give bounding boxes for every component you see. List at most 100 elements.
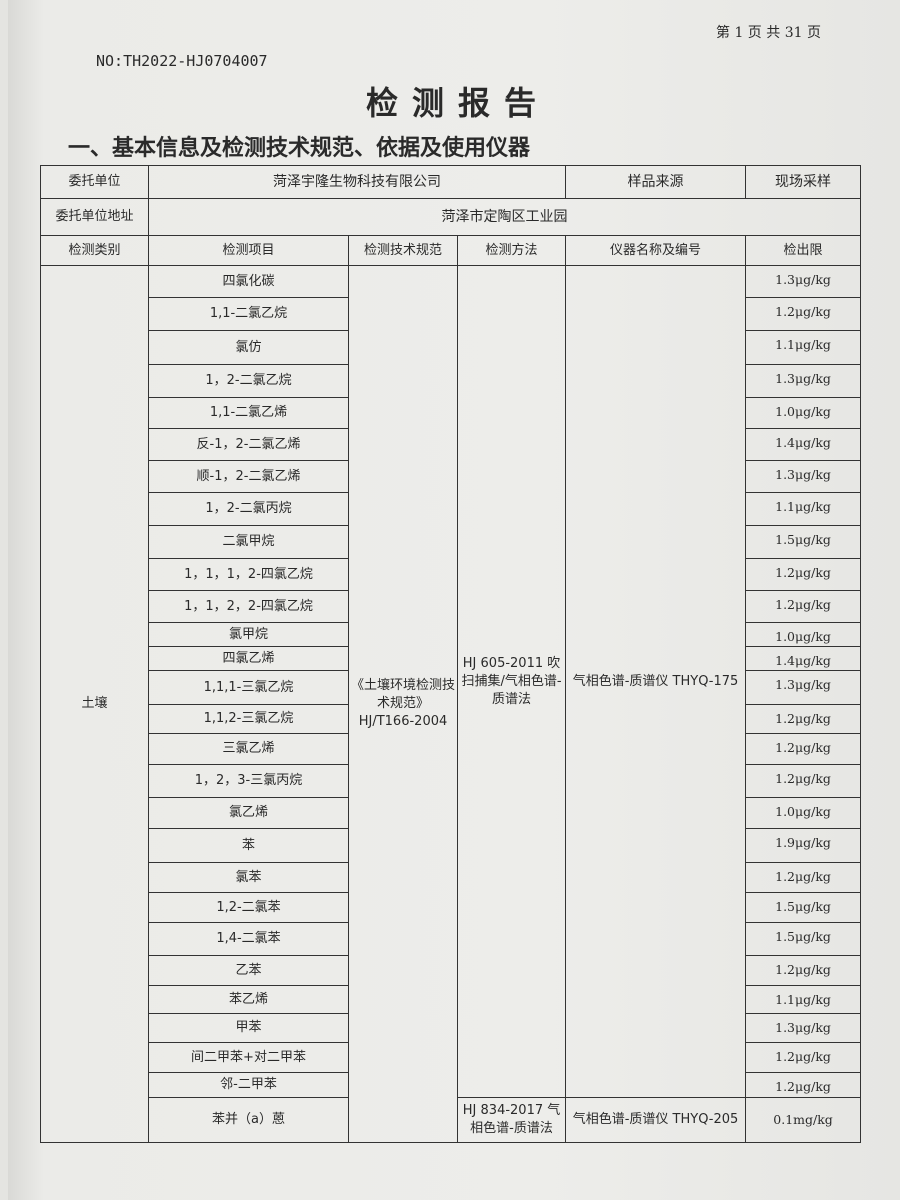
table-row: 氯苯 1.2μg/kg — [41, 862, 862, 893]
table-row: 1,2-二氯苯 1.5μg/kg — [41, 892, 862, 923]
item-cell: 1，2-二氯乙烷 — [148, 364, 349, 398]
method-cell: HJ 605-2011 吹扫捕集/气相色谱-质谱法 — [456, 265, 567, 1098]
category-cell: 土壤 — [40, 265, 149, 1143]
table-row: 顺-1，2-二氯乙烯 1.3μg/kg — [41, 460, 862, 493]
item-cell: 1,1,2-三氯乙烷 — [148, 704, 349, 734]
item-cell: 1，2-二氯丙烷 — [148, 492, 349, 526]
limit-cell: 1.4μg/kg — [745, 428, 862, 461]
table-row: 苯 1.9μg/kg — [41, 828, 862, 863]
table-row: 1,1-二氯乙烷 1.2μg/kg — [41, 297, 862, 331]
item-cell: 乙苯 — [148, 955, 349, 986]
limit-cell: 1.1μg/kg — [745, 330, 862, 365]
column-header: 检测技术规范 — [348, 235, 458, 266]
table-row: 1，1，2，2-四氯乙烷 1.2μg/kg — [41, 590, 862, 623]
limit-cell: 1.2μg/kg — [745, 955, 862, 986]
limit-cell: 1.2μg/kg — [745, 1042, 862, 1073]
table-row: 1，2-二氯丙烷 1.1μg/kg — [41, 492, 862, 526]
section-title: 一、基本信息及检测技术规范、依据及使用仪器 — [68, 136, 531, 161]
limit-cell: 1.2μg/kg — [745, 704, 862, 734]
instrument-cell: 气相色谱-质谱仪 THYQ-205 — [565, 1097, 747, 1143]
table-row: 1，2，3-三氯丙烷 1.2μg/kg — [41, 764, 862, 798]
limit-cell: 1.3μg/kg — [745, 460, 862, 493]
column-header: 仪器名称及编号 — [565, 235, 747, 266]
limit-cell: 1.2μg/kg — [745, 862, 862, 893]
item-cell: 1，1，2，2-四氯乙烷 — [148, 590, 349, 623]
limit-cell: 1.4μg/kg — [745, 646, 862, 671]
info-table: 委托单位 菏泽宇隆生物科技有限公司 样品来源 现场采样 委托单位地址 菏泽市定陶… — [40, 165, 862, 1143]
column-header: 检出限 — [745, 235, 862, 266]
table-row: 1,1-二氯乙烯 1.0μg/kg — [41, 397, 862, 429]
instrument-cell: 气相色谱-质谱仪 THYQ-175 — [565, 265, 747, 1098]
table-row: 乙苯 1.2μg/kg — [41, 955, 862, 986]
table-row: 甲苯 1.3μg/kg — [41, 1013, 862, 1043]
table-row: 氯仿 1.1μg/kg — [41, 330, 862, 365]
limit-cell: 1.0μg/kg — [745, 397, 862, 429]
table-row: 三氯乙烯 1.2μg/kg — [41, 733, 862, 765]
item-cell: 甲苯 — [148, 1013, 349, 1043]
item-cell: 邻-二甲苯 — [148, 1072, 349, 1098]
report-title: 检测报告 — [365, 84, 550, 122]
item-cell: 苯 — [148, 828, 349, 863]
item-cell: 氯苯 — [148, 862, 349, 893]
item-cell: 反-1，2-二氯乙烯 — [148, 428, 349, 461]
limit-cell: 1.5μg/kg — [745, 922, 862, 956]
limit-cell: 1.3μg/kg — [745, 670, 862, 705]
method-cell: HJ 834-2017 气相色谱-质谱法 — [456, 1097, 567, 1143]
item-cell: 1,1-二氯乙烷 — [148, 297, 349, 331]
table-row: 间二甲苯+对二甲苯 1.2μg/kg — [41, 1042, 862, 1073]
source-value: 现场采样 — [745, 165, 862, 199]
spec-cell: 《土壤环境检测技术规范》HJ/T166-2004 — [348, 265, 458, 1143]
table-row: 四氯乙烯 1.4μg/kg — [41, 646, 862, 671]
item-cell: 1，2，3-三氯丙烷 — [148, 764, 349, 798]
item-cell: 间二甲苯+对二甲苯 — [148, 1042, 349, 1073]
item-cell: 1,1-二氯乙烯 — [148, 397, 349, 429]
table-row: 苯乙烯 1.1μg/kg — [41, 985, 862, 1014]
address-value: 菏泽市定陶区工业园 — [147, 198, 862, 236]
item-cell: 1，1，1，2-四氯乙烷 — [148, 558, 349, 591]
limit-cell: 1.9μg/kg — [745, 828, 862, 863]
limit-cell: 1.2μg/kg — [745, 558, 862, 591]
table-row: 1，1，1，2-四氯乙烷 1.2μg/kg — [41, 558, 862, 591]
client-label: 委托单位 — [40, 165, 149, 199]
column-header: 检测项目 — [148, 235, 349, 266]
source-label: 样品来源 — [565, 165, 747, 199]
item-cell: 四氯化碳 — [148, 265, 349, 298]
item-cell: 1,4-二氯苯 — [148, 922, 349, 956]
limit-cell: 1.2μg/kg — [745, 764, 862, 798]
table-row: 1，2-二氯乙烷 1.3μg/kg — [41, 364, 862, 398]
item-cell: 三氯乙烯 — [148, 733, 349, 765]
item-cell: 苯并（a）蒽 — [148, 1097, 349, 1143]
column-header: 检测类别 — [40, 235, 149, 266]
limit-cell: 0.1mg/kg — [745, 1097, 862, 1143]
limit-cell: 1.3μg/kg — [745, 265, 862, 298]
table-row: 土壤 四氯化碳 《土壤环境检测技术规范》HJ/T166-2004 HJ 605-201… — [40, 265, 862, 1143]
limit-cell: 1.1μg/kg — [745, 985, 862, 1014]
table-row: 氯甲烷 1.0μg/kg — [41, 622, 862, 647]
column-header: 检测方法 — [456, 235, 567, 266]
item-cell: 苯乙烯 — [148, 985, 349, 1014]
item-cell: 氯仿 — [148, 330, 349, 365]
limit-cell: 1.2μg/kg — [745, 297, 862, 331]
address-label: 委托单位地址 — [40, 198, 149, 236]
limit-cell: 1.5μg/kg — [745, 892, 862, 923]
limit-cell: 1.2μg/kg — [745, 733, 862, 765]
limit-cell: 1.0μg/kg — [745, 797, 862, 829]
client-value: 菏泽宇隆生物科技有限公司 — [147, 165, 567, 199]
limit-cell: 1.1μg/kg — [745, 492, 862, 526]
limit-cell: 1.3μg/kg — [745, 364, 862, 398]
limit-cell: 1.0μg/kg — [745, 622, 862, 647]
report-number: NO:TH2022-HJ0704007 — [96, 52, 268, 70]
limit-cell: 1.3μg/kg — [745, 1013, 862, 1043]
item-cell: 二氯甲烷 — [148, 525, 349, 559]
item-cell: 四氯乙烯 — [148, 646, 349, 671]
page-number: 第 1 页 共 31 页 — [716, 25, 821, 41]
item-cell: 氯乙烯 — [148, 797, 349, 829]
table-row: 苯并（a）蒽 HJ 834-2017 气相色谱-质谱法 气相色谱-质谱仪 THYQ-… — [41, 1097, 862, 1143]
limit-cell: 1.5μg/kg — [745, 525, 862, 559]
item-cell: 顺-1，2-二氯乙烯 — [148, 460, 349, 493]
item-cell: 氯甲烷 — [148, 622, 349, 647]
limit-cell: 1.2μg/kg — [745, 1072, 862, 1098]
limit-cell: 1.2μg/kg — [745, 590, 862, 623]
item-cell: 1,2-二氯苯 — [148, 892, 349, 923]
item-cell: 1,1,1-三氯乙烷 — [148, 670, 349, 705]
